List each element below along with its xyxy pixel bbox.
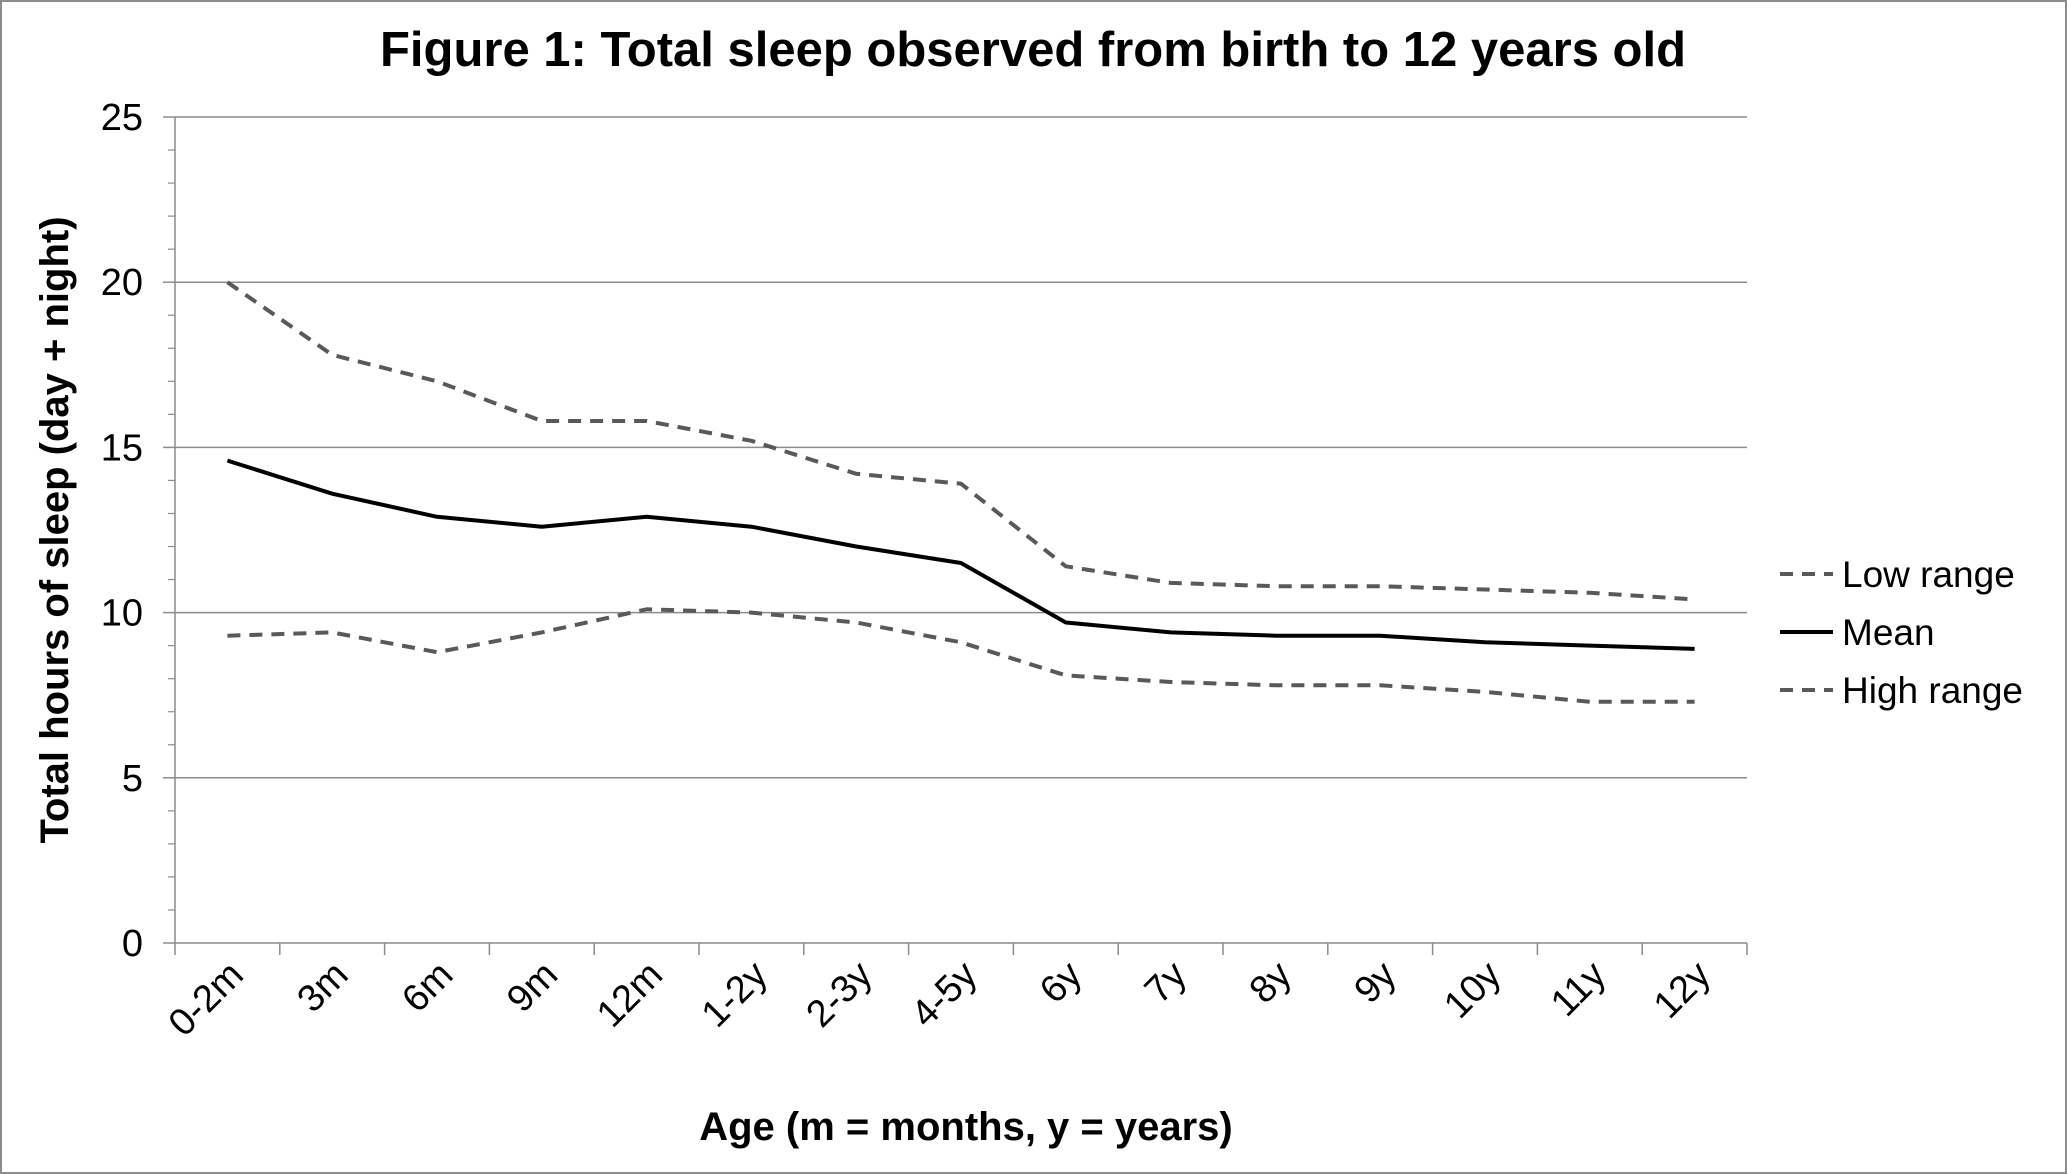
legend-label: Mean (1842, 612, 1935, 653)
y-tick-label: 10 (101, 593, 143, 635)
series-line-high-range (227, 607, 1695, 704)
legend-label: High range (1842, 670, 2023, 711)
y-tick-label: 5 (122, 758, 143, 800)
y-tick-label: 25 (101, 97, 143, 139)
y-axis-title: Total hours of sleep (day + night) (33, 216, 77, 843)
legend: Low range Mean High range (1780, 554, 2023, 711)
x-axis-title: Age (m = months, y = years) (699, 1105, 1233, 1149)
chart-title: Figure 1: Total sleep observed from birt… (380, 23, 1686, 77)
gridlines (175, 116, 1747, 779)
series-lines (226, 280, 1695, 704)
series-line-low-range (226, 280, 1695, 602)
series-line-mean (226, 458, 1695, 651)
legend-label: Low range (1842, 554, 2015, 595)
y-tick-label: 0 (122, 923, 143, 965)
y-tick-label: 20 (101, 262, 143, 304)
y-tick-label: 15 (101, 427, 143, 469)
